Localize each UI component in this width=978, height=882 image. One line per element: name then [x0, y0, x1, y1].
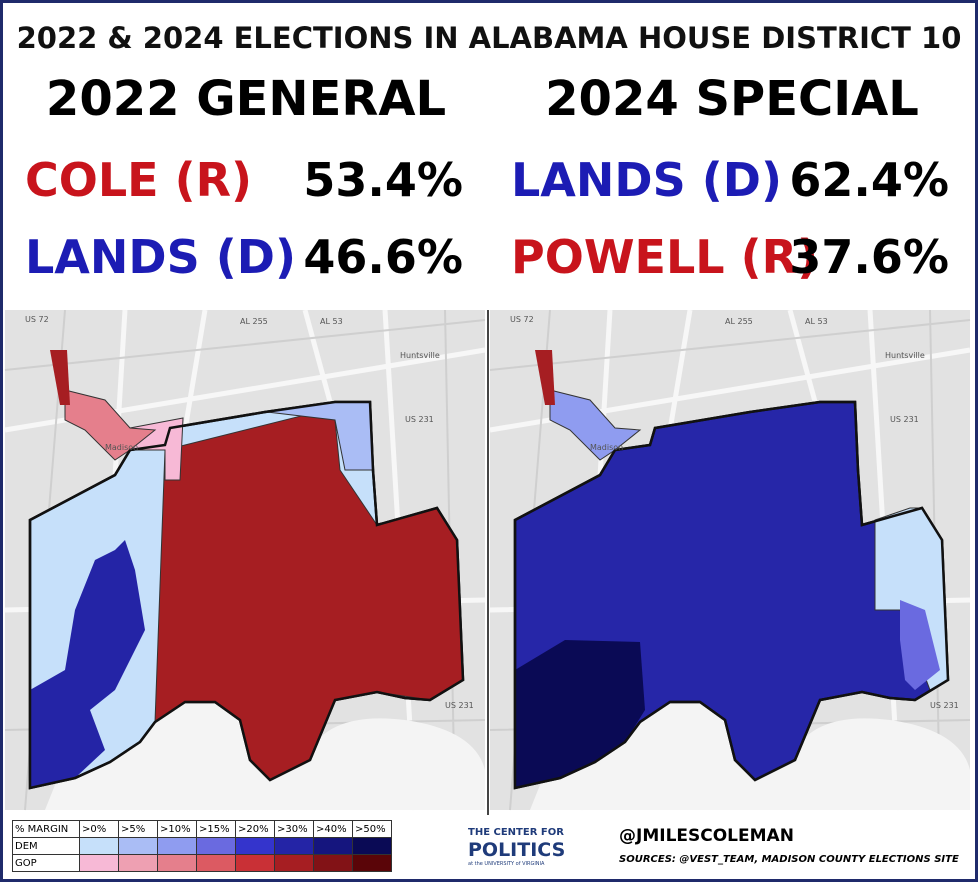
- map-label: US 231: [445, 701, 474, 710]
- map-label: Madison: [590, 443, 623, 452]
- candidate-name: COLE (R): [25, 153, 253, 207]
- map-label: Huntsville: [885, 351, 925, 360]
- map-label: AL 255: [240, 317, 268, 326]
- legend-swatch: [196, 854, 236, 872]
- map-label: Madison: [105, 443, 138, 452]
- map-label: US 231: [405, 415, 434, 424]
- legend-header-cell: >40%: [313, 820, 353, 838]
- legend: % MARGIN >0% >5% >10% >15% >20% >30% >40% >50% DE…: [12, 820, 392, 872]
- legend-header-cell: >20%: [235, 820, 275, 838]
- map-label: US 231: [890, 415, 919, 424]
- legend-swatch: [157, 837, 197, 855]
- candidate-pct: 62.4%: [789, 153, 949, 207]
- sources: SOURCES: @VEST_TEAM, MADISON COUNTY ELEC…: [619, 854, 959, 865]
- legend-swatch: [157, 854, 197, 872]
- legend-header-cell: >15%: [196, 820, 236, 838]
- map-label: AL 255: [725, 317, 753, 326]
- legend-swatch: [274, 837, 314, 855]
- legend-swatch: [313, 837, 353, 855]
- legend-swatch: [274, 854, 314, 872]
- legend-swatch: [79, 854, 119, 872]
- legend-header-cell: >50%: [352, 820, 392, 838]
- legend-header-cell: >5%: [118, 820, 158, 838]
- title: 2022 & 2024 ELECTIONS IN ALABAMA HOUSE D…: [16, 21, 962, 55]
- map-label: US 72: [25, 315, 49, 324]
- legend-header-cell: >10%: [157, 820, 197, 838]
- panel-title: 2022 GENERAL: [45, 71, 447, 127]
- legend-swatch: [352, 854, 392, 872]
- panel-title: 2024 SPECIAL: [545, 71, 919, 127]
- candidate-pct: 37.6%: [789, 230, 949, 284]
- map-label: AL 53: [805, 317, 828, 326]
- legend-row: GOP: [12, 854, 392, 872]
- legend-swatch: [313, 854, 353, 872]
- legend-header-cell: >30%: [274, 820, 314, 838]
- legend-row-label: DEM: [12, 837, 80, 855]
- logo-text: at the UNIVERSITY of VIRGINIA: [468, 861, 545, 867]
- legend-swatch: [118, 837, 158, 855]
- legend-swatch: [235, 837, 275, 855]
- legend-swatch: [118, 854, 158, 872]
- legend-row-label: GOP: [12, 854, 80, 872]
- maps: US 72 AL 255 AL 53 Huntsville Madison US 231 U…: [3, 310, 975, 815]
- legend-swatch: [352, 837, 392, 855]
- logo-text: POLITICS: [468, 839, 566, 861]
- candidate-name: LANDS (D): [25, 230, 296, 284]
- logo-text: THE CENTER FOR: [468, 827, 564, 838]
- candidate-pct: 46.6%: [303, 230, 463, 284]
- candidate-name: POWELL (R): [511, 230, 819, 284]
- map-label: Huntsville: [400, 351, 440, 360]
- legend-swatch: [235, 854, 275, 872]
- legend-header: % MARGIN >0% >5% >10% >15% >20% >30% >40% >50%: [12, 820, 392, 838]
- map-label: US 72: [510, 315, 534, 324]
- legend-swatch: [196, 837, 236, 855]
- legend-header-cell: % MARGIN: [12, 820, 80, 838]
- legend-swatch: [79, 837, 119, 855]
- candidate-name: LANDS (D): [511, 153, 782, 207]
- candidate-pct: 53.4%: [303, 153, 463, 207]
- map-2024: US 72 AL 255 AL 53 Huntsville Madison US 231 U…: [490, 310, 970, 810]
- map-label: US 231: [930, 701, 959, 710]
- legend-row: DEM: [12, 837, 392, 855]
- map-label: AL 53: [320, 317, 343, 326]
- legend-header-cell: >0%: [79, 820, 119, 838]
- handle: @JMILESCOLEMAN: [619, 826, 794, 846]
- map-2022: US 72 AL 255 AL 53 Huntsville Madison US 231 U…: [5, 310, 485, 810]
